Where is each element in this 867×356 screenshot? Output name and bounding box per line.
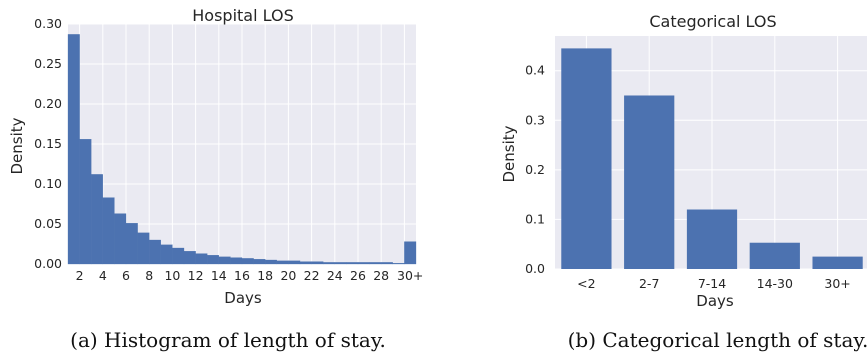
histogram-bar: [102, 197, 115, 265]
histogram-bar: [79, 139, 92, 265]
histogram-bar: [241, 258, 254, 265]
x-tick-label: 22: [304, 268, 320, 283]
category-bar: [624, 95, 675, 269]
histogram-bar: [323, 262, 335, 265]
category-bar: [749, 242, 800, 269]
histogram-bar: [218, 256, 231, 265]
histogram-bar: [392, 263, 405, 265]
figure-caption: (b) Categorical length of stay.: [568, 328, 867, 352]
histogram-bar: [299, 261, 312, 265]
histogram-bar: [137, 232, 150, 265]
categorical-panel: Categorical LOS Density Days (b) Categor…: [500, 12, 867, 352]
figure-caption: (a) Histogram of length of stay.: [70, 328, 386, 352]
histogram-bar: [67, 34, 80, 265]
histogram-bar: [253, 259, 266, 265]
category-bar: [812, 256, 863, 269]
x-tick-label: 14: [211, 268, 227, 283]
histogram-bar: [172, 247, 185, 265]
y-axis-label: Density: [8, 117, 26, 174]
y-tick-label: 0.05: [34, 216, 62, 231]
histogram-bar: [125, 223, 138, 265]
x-axis-label: Days: [696, 292, 734, 310]
y-tick-label: 0.2: [525, 162, 545, 177]
histogram-bar: [369, 262, 382, 265]
x-tick-label: <2: [577, 276, 595, 291]
y-tick-label: 0.15: [34, 136, 62, 151]
y-axis-label: Density: [500, 125, 518, 182]
y-tick-label: 0.3: [525, 112, 545, 127]
histogram-bar: [311, 261, 324, 265]
y-tick-label: 0.4: [525, 63, 545, 78]
histogram-bar: [346, 262, 359, 265]
x-tick-label: 30+: [824, 276, 850, 291]
histogram-bar: [183, 251, 196, 265]
y-tick-label: 0.20: [34, 96, 62, 111]
y-tick-label: 0.25: [34, 56, 62, 71]
x-tick-label: 20: [280, 268, 296, 283]
x-tick-label: 2: [76, 268, 84, 283]
x-axis-label: Days: [224, 289, 262, 307]
chart-title: Categorical LOS: [649, 12, 776, 31]
histogram-bar: [381, 262, 393, 265]
chart-title: Hospital LOS: [192, 6, 293, 25]
x-tick-label: 6: [122, 268, 130, 283]
x-tick-label: 2-7: [639, 276, 659, 291]
x-tick-label: 30+: [397, 268, 423, 283]
y-tick-label: 0.10: [34, 176, 62, 191]
x-tick-label: 18: [257, 268, 273, 283]
y-tick-label: 0.1: [525, 211, 545, 226]
histogram-bar: [276, 260, 289, 265]
histogram-bar: [160, 244, 173, 265]
histogram-bar: [149, 239, 161, 265]
x-tick-label: 28: [373, 268, 389, 283]
histogram-bar: [334, 262, 347, 265]
histogram-bar: [230, 257, 243, 265]
histogram-bar: [195, 253, 208, 265]
x-tick-label: 8: [145, 268, 153, 283]
histogram-bar: [114, 213, 127, 265]
x-tick-label: 4: [99, 268, 107, 283]
x-tick-label: 14-30: [757, 276, 793, 291]
y-tick-label: 0.00: [34, 256, 62, 271]
histogram-bar: [404, 241, 417, 265]
histogram-bar: [91, 174, 103, 265]
x-tick-label: 10: [164, 268, 180, 283]
histogram-bar: [357, 262, 370, 265]
histogram-panel: Hospital LOS Density Days (a) Histogram …: [8, 6, 423, 352]
histogram-bar: [265, 259, 277, 265]
x-tick-label: 24: [327, 268, 343, 283]
y-tick-label: 0.0: [525, 261, 545, 276]
category-bar: [686, 209, 738, 269]
x-tick-label: 26: [350, 268, 366, 283]
histogram-bar: [207, 255, 219, 265]
histogram-bar: [288, 260, 301, 265]
y-tick-label: 0.30: [34, 16, 62, 31]
x-tick-label: 12: [188, 268, 204, 283]
x-tick-label: 16: [234, 268, 250, 283]
category-bar: [561, 48, 612, 269]
x-tick-label: 7-14: [698, 276, 726, 291]
